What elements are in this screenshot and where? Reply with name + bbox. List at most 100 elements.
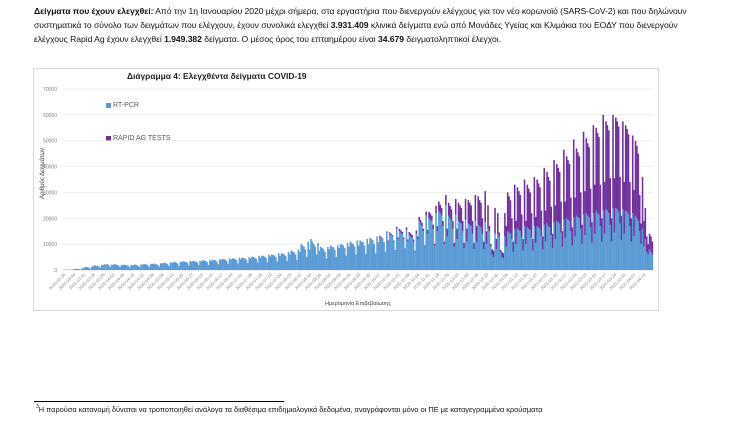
bar-rt-pcr <box>93 265 96 270</box>
legend-swatch-rt-pcr <box>106 103 111 108</box>
bar-rapid-ag <box>577 152 579 217</box>
bar-rapid-ag <box>599 184 602 227</box>
bar-rt-pcr <box>296 259 298 270</box>
bar-rt-pcr <box>602 210 604 270</box>
bar-rt-pcr <box>144 264 147 270</box>
bar-rt-pcr <box>272 255 274 270</box>
bar-rapid-ag <box>586 143 589 216</box>
bar-rt-pcr <box>145 264 148 270</box>
intro-text-3: δείγματα. Ο μέσος όρος του επταημέρου εί… <box>201 34 379 44</box>
bar-rt-pcr <box>245 259 248 270</box>
bar-rt-pcr <box>529 229 531 270</box>
bar-rt-pcr <box>537 227 540 270</box>
bar-rapid-ag <box>438 201 440 211</box>
bar-rt-pcr <box>332 247 335 270</box>
bar-rt-pcr <box>202 260 204 270</box>
bar-rapid-ag <box>542 236 544 250</box>
bar-rt-pcr <box>592 213 595 270</box>
bar-rt-pcr <box>276 261 279 270</box>
intro-text-1: Από την 1η Ιανουαρίου 2020 μέχρι σήμερα,… <box>34 6 687 30</box>
bar-rt-pcr <box>432 228 435 270</box>
bar-rt-pcr <box>113 264 116 270</box>
bar-rapid-ag <box>470 205 472 227</box>
bar-rt-pcr <box>631 213 634 270</box>
bar-rapid-ag <box>445 195 447 206</box>
bar-rapid-ag <box>381 238 384 239</box>
bar-rapid-ag <box>633 189 635 237</box>
bar-rt-pcr <box>95 265 97 270</box>
bar-rt-pcr <box>314 246 317 270</box>
bar-rt-pcr <box>262 256 265 270</box>
bar-rapid-ag <box>504 213 506 237</box>
bar-rt-pcr <box>460 223 463 270</box>
bar-rt-pcr <box>85 266 88 270</box>
bar-rt-pcr <box>594 233 596 270</box>
bar-rt-pcr <box>445 205 447 270</box>
footnote-divider <box>34 401 284 402</box>
bar-rapid-ag <box>535 216 537 243</box>
bar-rt-pcr <box>467 223 470 270</box>
bar-rt-pcr <box>638 231 641 270</box>
bar-rapid-ag <box>449 205 451 219</box>
bar-rt-pcr <box>584 235 586 270</box>
bar-rapid-ag <box>640 223 642 245</box>
bar-rapid-ag <box>481 218 484 234</box>
bar-rt-pcr <box>557 222 560 270</box>
bar-rapid-ag <box>615 117 617 208</box>
bar-rt-pcr <box>609 224 612 270</box>
bar-rapid-ag <box>383 242 385 243</box>
bar-rt-pcr <box>224 259 227 270</box>
bar-rt-pcr <box>540 236 543 270</box>
bar-rapid-ag <box>589 188 592 228</box>
bar-rapid-ag <box>567 160 569 220</box>
bar-rt-pcr <box>383 242 385 270</box>
bar-rapid-ag <box>499 249 502 252</box>
bar-rt-pcr <box>409 236 412 270</box>
bar-rt-pcr <box>526 227 529 270</box>
bar-rt-pcr <box>303 246 305 270</box>
bar-rt-pcr <box>390 235 392 270</box>
bar-rapid-ag <box>512 241 515 252</box>
bar-rapid-ag <box>603 182 606 234</box>
bar-rt-pcr <box>235 260 238 270</box>
bar-rt-pcr <box>492 257 495 270</box>
bar-rt-pcr <box>140 264 142 270</box>
bar-rt-pcr <box>578 218 581 270</box>
bar-rt-pcr <box>426 233 429 270</box>
bar-rt-pcr <box>263 256 266 270</box>
bar-rt-pcr <box>366 238 368 270</box>
bar-rt-pcr <box>561 246 564 270</box>
bar-rapid-ag <box>393 240 395 242</box>
bar-rapid-ag <box>484 191 486 223</box>
bar-rt-pcr <box>439 213 442 270</box>
bar-rapid-ag <box>556 163 558 221</box>
bar-rapid-ag <box>502 253 505 259</box>
bar-rt-pcr <box>189 260 191 270</box>
bar-rapid-ag <box>540 210 543 237</box>
bar-rapid-ag <box>377 242 380 243</box>
bar-rt-pcr <box>425 215 427 270</box>
bar-rt-pcr <box>525 244 527 270</box>
bar-rt-pcr <box>75 268 78 270</box>
bar-rt-pcr <box>193 261 196 270</box>
x-axis-title: Ημερομηνία Επιβεβαίωσης <box>325 301 391 307</box>
bar-rt-pcr <box>404 249 406 270</box>
bar-rt-pcr <box>407 241 409 270</box>
bar-rt-pcr <box>365 253 367 270</box>
bar-rapid-ag <box>506 192 509 232</box>
bar-rapid-ag <box>495 238 498 250</box>
bar-rt-pcr <box>367 244 370 270</box>
bar-rapid-ag <box>544 210 547 242</box>
rapid-total: 1.949.382 <box>164 34 202 44</box>
bar-rapid-ag <box>511 218 513 239</box>
bar-rapid-ag <box>391 235 394 237</box>
bar-rt-pcr <box>495 249 498 270</box>
bar-rt-pcr <box>136 265 138 270</box>
bar-rt-pcr <box>112 264 114 270</box>
bar-rt-pcr <box>362 242 364 270</box>
bar-rt-pcr <box>259 257 262 270</box>
bar-rt-pcr <box>572 216 575 270</box>
bar-rt-pcr <box>384 251 387 270</box>
bar-rt-pcr <box>114 264 117 270</box>
bar-rt-pcr <box>307 241 309 270</box>
